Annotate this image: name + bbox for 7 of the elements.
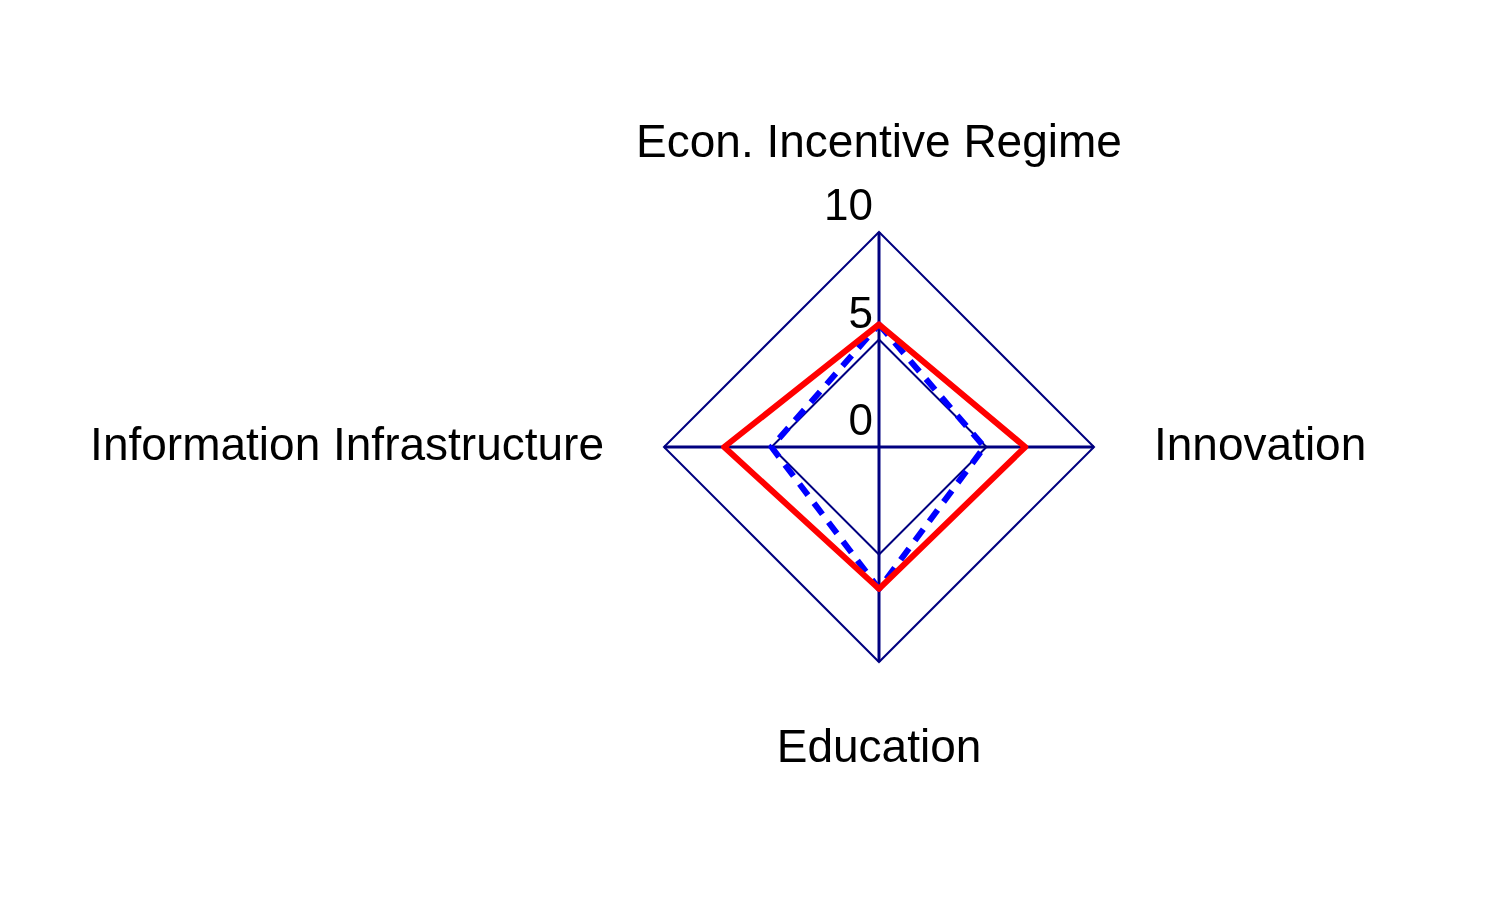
y-tick-label: 10 bbox=[824, 180, 873, 230]
y-tick-label: 0 bbox=[848, 395, 873, 445]
spoke-label: Education bbox=[776, 720, 982, 773]
spoke-label: Information Infrastructure bbox=[90, 417, 604, 470]
spoke-label: Econ. Incentive Regime bbox=[636, 115, 1122, 168]
y-tick-label: 5 bbox=[848, 287, 873, 337]
spoke-label: Innovation bbox=[1154, 417, 1367, 470]
